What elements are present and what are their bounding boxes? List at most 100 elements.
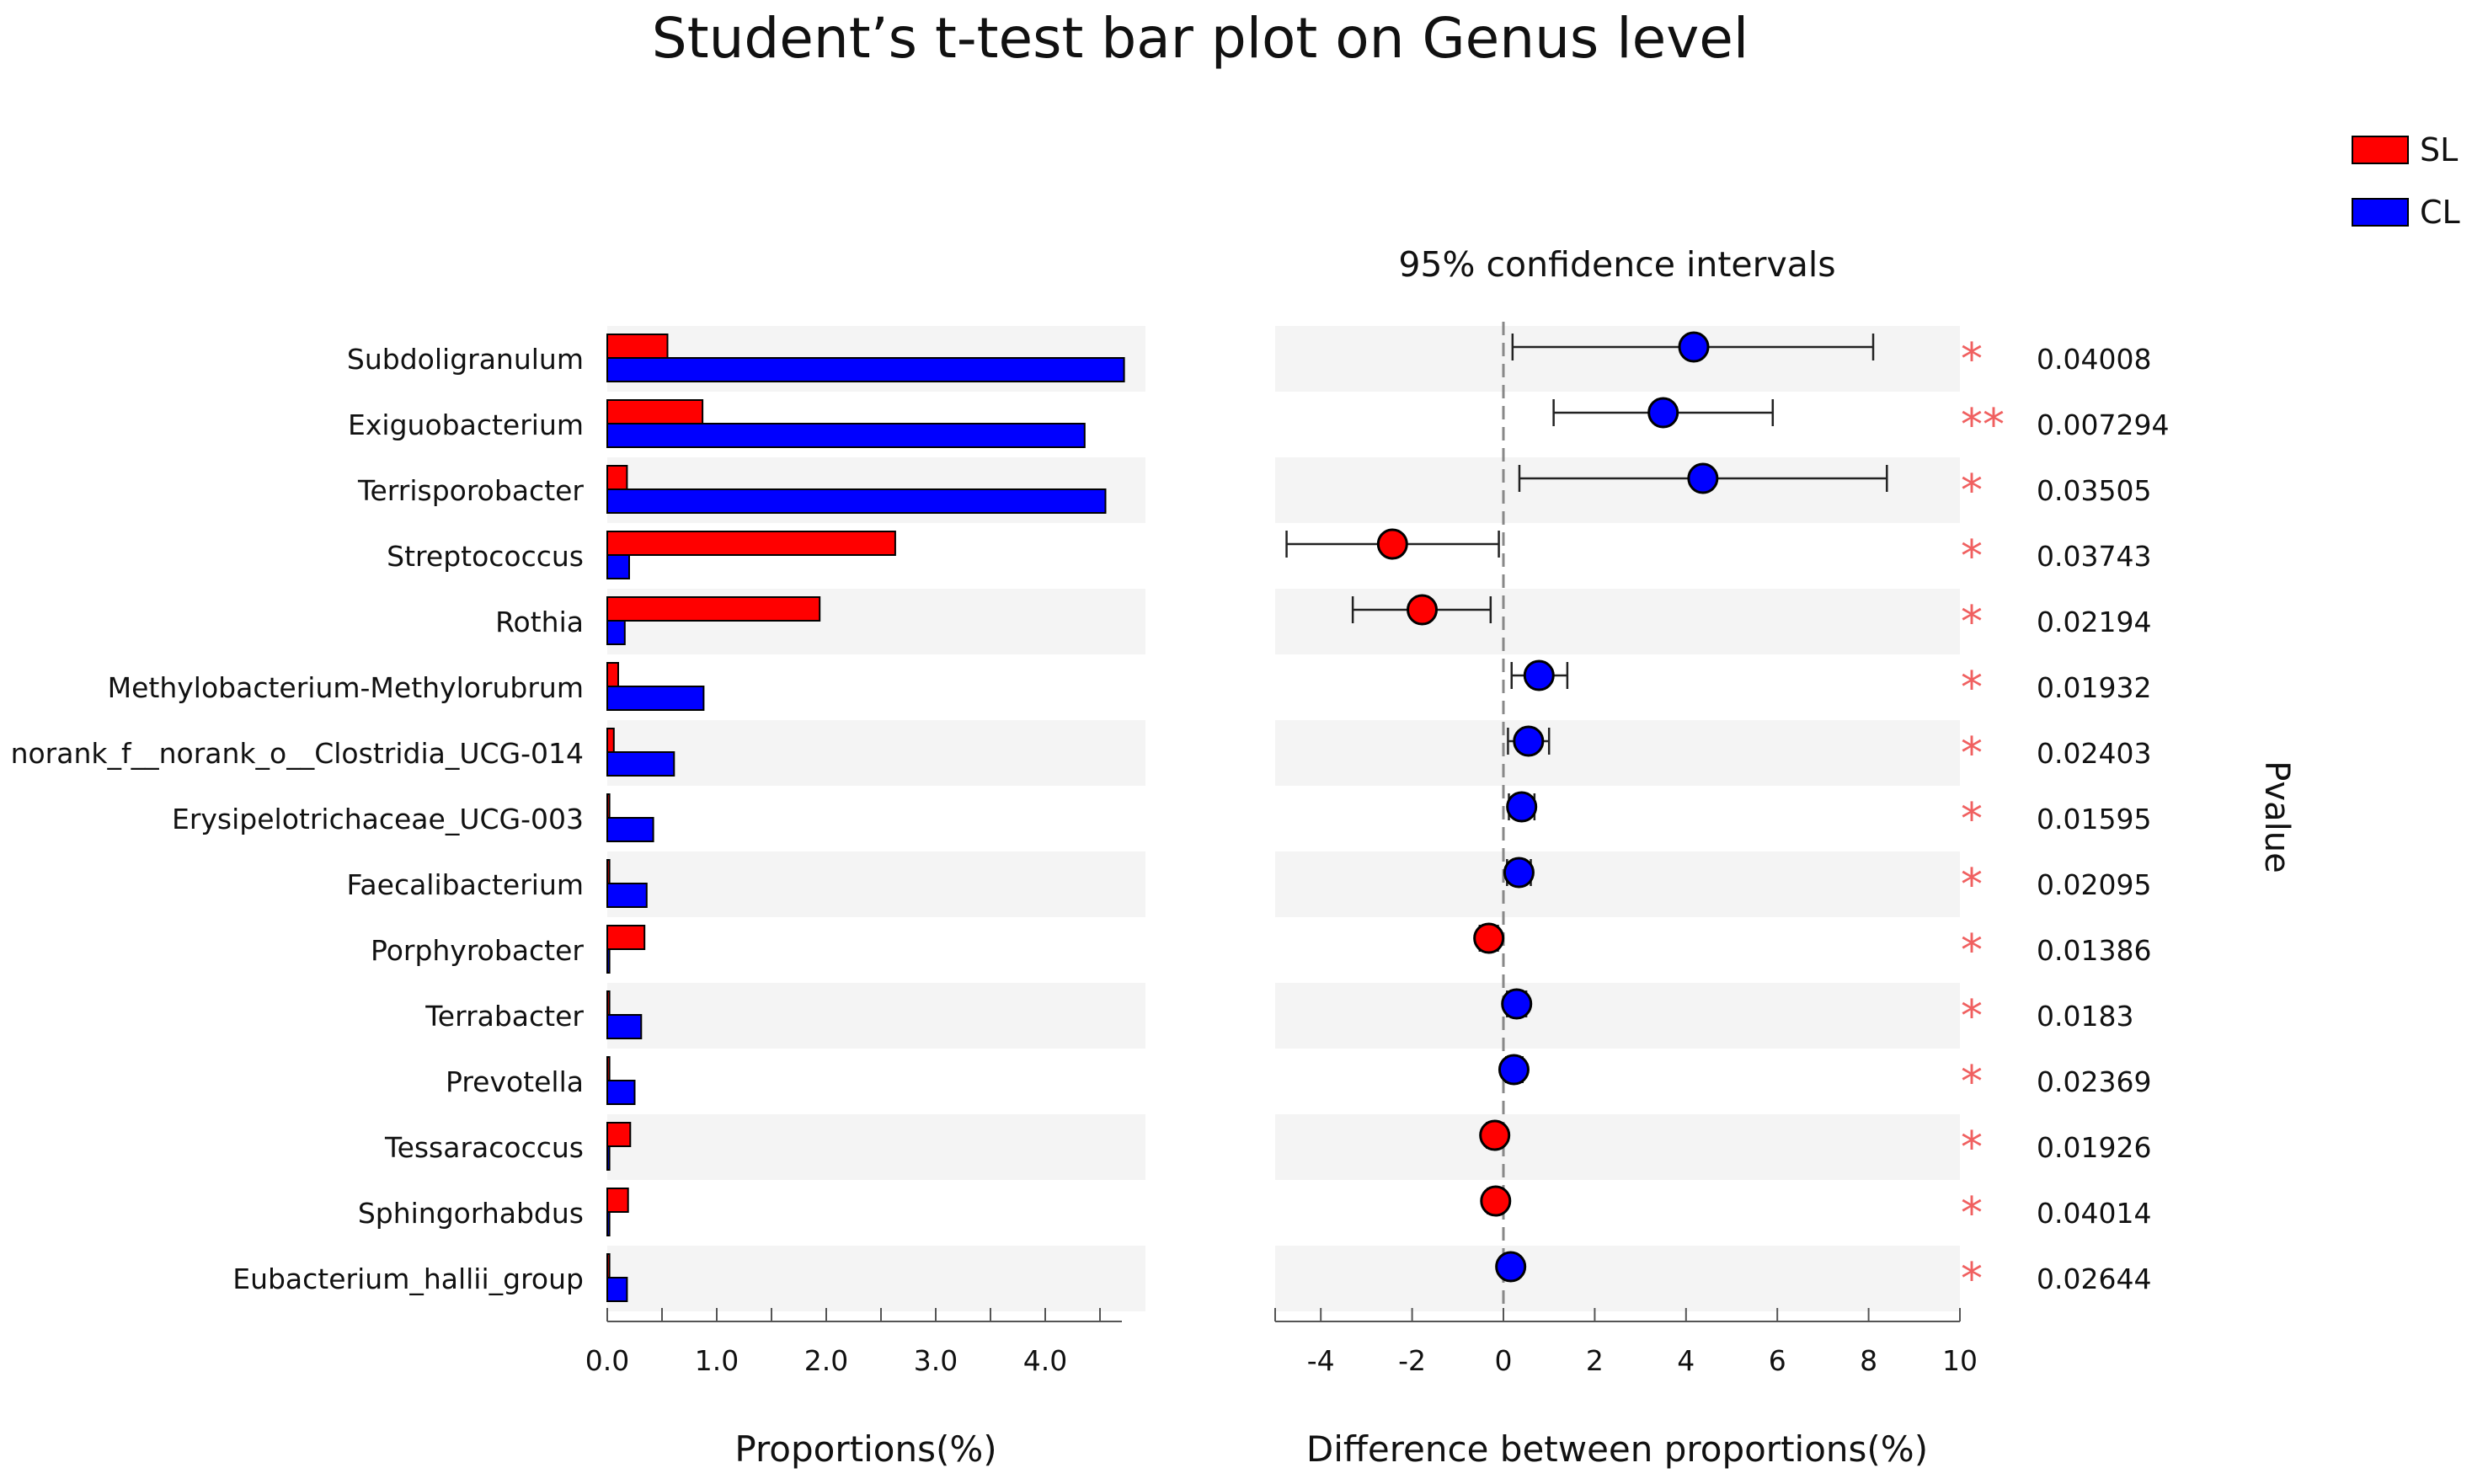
difference-point-cl xyxy=(1513,725,1545,757)
bar-cl xyxy=(606,883,648,908)
significance-marker: * xyxy=(1961,466,1983,516)
significance-marker: * xyxy=(1961,334,1983,385)
bar-cl xyxy=(606,817,654,842)
row-band-right xyxy=(1275,457,1960,523)
legend-label-sl: SL xyxy=(2420,131,2458,168)
pvalue-label: 0.01386 xyxy=(2037,934,2151,967)
bar-sl xyxy=(606,662,619,687)
pvalue-label: 0.03505 xyxy=(2037,474,2151,507)
bar-sl xyxy=(606,334,669,359)
row-band-right xyxy=(1275,1246,1960,1311)
row-band-left xyxy=(607,720,1145,786)
proportions-tick-label: 2.0 xyxy=(804,1344,848,1377)
difference-tick-label: -4 xyxy=(1307,1344,1335,1377)
proportions-tick-label: 4.0 xyxy=(1023,1344,1067,1377)
legend-swatch-sl xyxy=(2352,136,2409,164)
significance-marker: * xyxy=(1961,597,1983,648)
category-label: Tessaracoccus xyxy=(384,1131,584,1164)
bar-sl xyxy=(606,793,611,819)
row-band-left xyxy=(607,1246,1145,1311)
significance-marker: * xyxy=(1961,531,1983,582)
bar-cl xyxy=(606,423,1086,448)
difference-point-cl xyxy=(1495,1251,1527,1283)
category-label: Faecalibacterium xyxy=(346,868,584,901)
significance-marker: * xyxy=(1961,991,1983,1042)
difference-point-sl xyxy=(1480,1185,1512,1217)
bar-sl xyxy=(606,990,611,1016)
bar-sl xyxy=(606,859,611,884)
bar-sl xyxy=(606,596,821,622)
row-band-right xyxy=(1275,851,1960,917)
difference-point-cl xyxy=(1678,331,1710,363)
bar-cl xyxy=(606,1211,611,1236)
category-label: Erysipelotrichaceae_UCG-003 xyxy=(172,803,584,835)
difference-axis-label: Difference between proportions(%) xyxy=(1306,1428,1928,1470)
bar-cl xyxy=(606,1080,636,1105)
pvalue-label: 0.04014 xyxy=(2037,1197,2151,1230)
category-label: Sphingorhabdus xyxy=(358,1197,584,1230)
difference-point-cl xyxy=(1506,791,1538,823)
difference-tick-label: 10 xyxy=(1942,1344,1978,1377)
chart-title: Student’s t-test bar plot on Genus level xyxy=(652,6,1749,71)
bar-cl xyxy=(606,620,626,645)
difference-point-cl xyxy=(1687,462,1719,494)
proportions-axis-label: Proportions(%) xyxy=(734,1428,996,1470)
category-label: Terrabacter xyxy=(424,1000,584,1033)
difference-tick-label: 0 xyxy=(1495,1344,1513,1377)
row-band-left xyxy=(607,983,1145,1049)
pvalue-label: 0.02369 xyxy=(2037,1065,2151,1098)
category-label: Porphyrobacter xyxy=(371,934,584,967)
bar-sl xyxy=(606,465,628,490)
significance-marker: * xyxy=(1961,1057,1983,1108)
significance-marker: * xyxy=(1961,1188,1983,1239)
difference-point-cl xyxy=(1647,397,1679,429)
significance-marker: * xyxy=(1961,663,1983,713)
pvalue-label: 0.03743 xyxy=(2037,540,2151,573)
ci-title: 95% confidence intervals xyxy=(1398,244,1835,285)
significance-marker: * xyxy=(1961,926,1983,976)
bar-sl xyxy=(606,1056,611,1081)
bar-sl xyxy=(606,925,646,950)
pvalue-label: 0.007294 xyxy=(2037,408,2169,441)
row-band-left xyxy=(607,1114,1145,1180)
bar-sl xyxy=(606,728,615,753)
difference-point-cl xyxy=(1498,1054,1530,1086)
difference-point-cl xyxy=(1501,988,1533,1020)
difference-tick-label: 2 xyxy=(1586,1344,1604,1377)
row-band-right xyxy=(1275,589,1960,654)
difference-point-cl xyxy=(1523,659,1555,691)
bar-cl xyxy=(606,686,705,711)
pvalue-label: 0.01932 xyxy=(2037,671,2151,704)
row-band-right xyxy=(1275,1114,1960,1180)
row-band-right xyxy=(1275,326,1960,392)
difference-tick-label: 8 xyxy=(1860,1344,1877,1377)
pvalue-label: 0.02095 xyxy=(2037,868,2151,901)
difference-point-sl xyxy=(1473,922,1505,954)
significance-marker: * xyxy=(1961,729,1983,779)
bar-sl xyxy=(606,1122,632,1147)
proportions-tick-label: 0.0 xyxy=(585,1344,629,1377)
row-band-right xyxy=(1275,983,1960,1049)
pvalue-label: 0.04008 xyxy=(2037,343,2151,376)
bar-cl xyxy=(606,751,675,777)
bar-sl xyxy=(606,1253,611,1278)
category-label: Eubacterium_hallii_group xyxy=(232,1262,584,1295)
category-label: norank_f__norank_o__Clostridia_UCG-014 xyxy=(11,737,584,770)
significance-marker: * xyxy=(1961,1123,1983,1173)
pvalue-label: 0.02194 xyxy=(2037,606,2151,638)
bar-cl xyxy=(606,488,1107,514)
category-label: Rothia xyxy=(495,606,584,638)
difference-tick-label: 4 xyxy=(1677,1344,1695,1377)
difference-point-cl xyxy=(1503,857,1535,889)
bar-cl xyxy=(606,1277,628,1302)
bar-sl xyxy=(606,531,896,556)
difference-point-sl xyxy=(1407,594,1439,626)
significance-marker: * xyxy=(1961,860,1983,910)
bar-cl xyxy=(606,1145,611,1171)
row-band-right xyxy=(1275,720,1960,786)
pvalue-label: 0.0183 xyxy=(2037,1000,2133,1033)
significance-marker: * xyxy=(1961,794,1983,845)
difference-point-sl xyxy=(1479,1119,1511,1151)
